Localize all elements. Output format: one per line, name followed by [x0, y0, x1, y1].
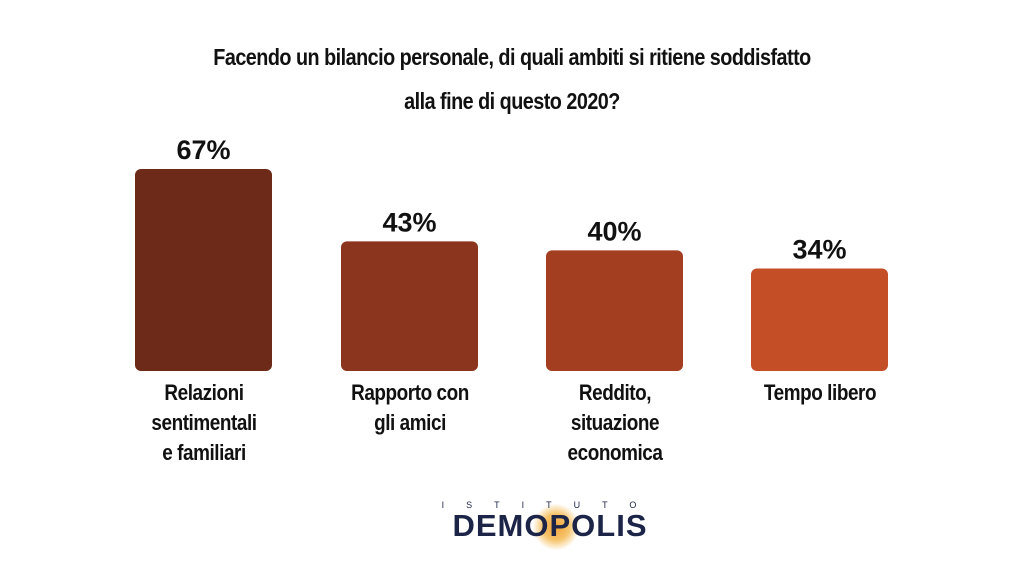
category-label-3: Tempo libero — [763, 380, 876, 405]
logo-wordmark: DEMOPOLIS — [452, 508, 648, 543]
bar-0 — [135, 169, 272, 371]
chart-title-line-1: Facendo un bilancio personale, di quali … — [213, 44, 811, 70]
category-label-2: Reddito, situazione economica — [567, 380, 662, 465]
logo-glow-icon — [533, 504, 579, 550]
category-label-0: Relazioni sentimentali e familiari — [150, 380, 257, 465]
bar-value-label-0: 67% — [176, 135, 230, 165]
bar-2 — [546, 250, 683, 371]
logo-subtitle: ISTITUTO — [441, 500, 659, 510]
category-label-1: Rapporto con gli amici — [350, 380, 469, 435]
chart-title-line-2: alla fine di questo 2020? — [404, 88, 620, 114]
bar-value-label-1: 43% — [382, 207, 436, 237]
bar-value-label-2: 40% — [587, 216, 641, 246]
bar-1 — [341, 241, 478, 371]
bar-3 — [751, 268, 888, 371]
bar-value-label-3: 34% — [792, 234, 846, 264]
demopolis-logo: ISTITUTO DEMOPOLIS — [410, 500, 690, 550]
